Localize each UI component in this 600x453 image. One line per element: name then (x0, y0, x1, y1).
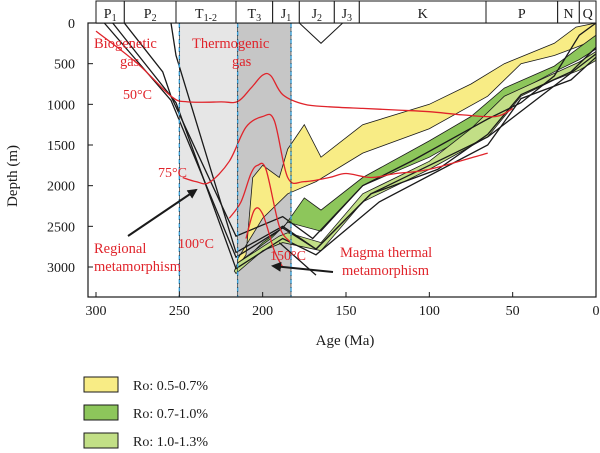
unconformity-notch (298, 22, 344, 44)
y-tick-label-6: 2500 (47, 220, 75, 235)
y-tick-label-7: 3000 (47, 261, 75, 276)
legend-swatch-1 (83, 376, 119, 393)
x-tick-label-7: 0 (593, 304, 600, 319)
annotations: Biogenetic gas Thermogenic gas 50°C 75°C 1… (94, 36, 432, 279)
legend-swatch-2 (83, 404, 119, 421)
x-tick-label-5: 100 (419, 304, 440, 319)
y-tick-label-5: 2000 (47, 180, 75, 195)
burial-curve-1 (96, 22, 597, 240)
period-label-11: Q (583, 7, 593, 22)
event-markers (178, 23, 292, 297)
y-tick-label-2: 500 (54, 58, 75, 73)
isotherms (95, 30, 514, 268)
legend-label-1: Ro: 0.5-0.7% (133, 379, 208, 394)
biogenetic-label: Biogenetic gas (94, 36, 157, 70)
x-tick-label-1: 300 (86, 304, 107, 319)
period-label-5: J1 (281, 7, 291, 24)
y-tick-label-3: 1000 (47, 98, 75, 113)
magma-arrow (271, 261, 334, 273)
regional-arrow (127, 188, 198, 237)
isotherm-4 (245, 207, 284, 268)
legend-label-3: Ro: 1.0-1.3% (133, 435, 208, 450)
burial-curve-3 (112, 22, 597, 270)
time-bands (179, 23, 291, 297)
maturity-zones (233, 22, 597, 275)
x-tick-label-6: 50 (506, 304, 520, 319)
period-label-7: J3 (342, 7, 352, 24)
axis-ticks: 300 250 200 150 100 50 00500100015002000250030… (47, 17, 600, 319)
legend-swatch-3 (83, 432, 119, 449)
isotherm-2 (182, 113, 488, 185)
isotherm-75-label: 75°C (158, 166, 187, 181)
period-header: P1 P2 T1-2 T3 J1 J2 J3 K P N Q (95, 0, 597, 24)
burial-curve-4 (170, 22, 597, 254)
period-label-6: J2 (312, 7, 322, 24)
period-label-9: P (518, 7, 526, 22)
x-tick-label-4: 150 (336, 304, 357, 319)
y-tick-label-1: 0 (68, 17, 75, 32)
thermogenic-label: Thermogenic gas (192, 36, 269, 70)
isotherm-1 (95, 30, 514, 118)
regional-metamorphism-label: Regional metamorphism (94, 241, 182, 275)
period-label-10: N (563, 7, 573, 22)
x-tick-label-2: 250 (169, 304, 190, 319)
maturity-zone-2 (237, 34, 597, 268)
legend: Ro: 0.5-0.7% Ro: 0.7-1.0% Ro: 1.0-1.3% (83, 376, 208, 450)
burial-curves (96, 22, 597, 276)
x-axis-title: Age (Ma) (316, 333, 375, 349)
isotherm-3 (228, 162, 292, 244)
isotherm-150-label: 150°C (270, 249, 306, 264)
x-tick-label-3: 200 (252, 304, 273, 319)
y-tick-label-4: 1500 (47, 139, 75, 154)
magma-metamorphism-label: Magma thermal metamorphism (340, 245, 432, 279)
period-label-8: K (418, 7, 428, 22)
legend-label-2: Ro: 0.7-1.0% (133, 407, 208, 422)
isotherm-50-label: 50°C (123, 88, 152, 103)
period-cell-11 (578, 0, 597, 24)
isotherm-100-label: 100°C (178, 237, 214, 252)
y-axis-title: Depth (m) (5, 145, 21, 207)
